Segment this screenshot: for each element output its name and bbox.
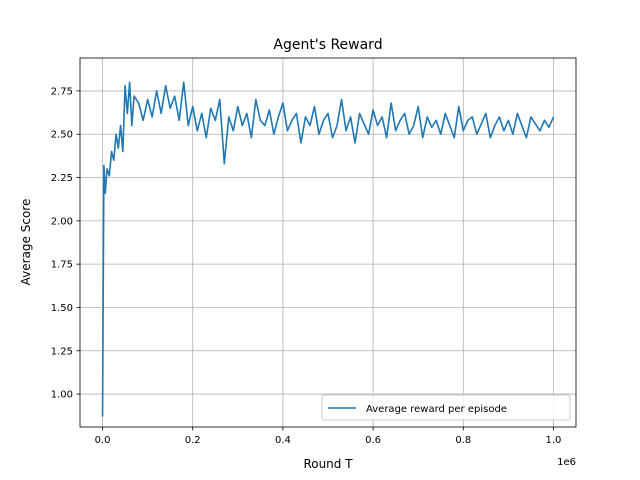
x-tick-label: 0.0 — [95, 435, 111, 446]
y-axis-label: Average Score — [19, 199, 33, 286]
x-tick-label: 0.8 — [455, 435, 471, 446]
x-tick-label: 0.2 — [185, 435, 201, 446]
y-tick-label: 1.75 — [51, 260, 73, 271]
plot-frame — [79, 57, 577, 428]
y-tick-label: 1.00 — [51, 390, 73, 401]
y-tick-label: 2.50 — [51, 130, 73, 141]
grid — [80, 58, 576, 427]
y-tick-label: 2.75 — [51, 86, 73, 97]
legend: Average reward per episode — [321, 394, 571, 421]
x-tick-label: 1.0 — [546, 435, 562, 446]
series-layer — [101, 81, 555, 417]
x-axis-label: Round T — [303, 457, 353, 471]
axis-ticks: 0.0 0.2 0.4 0.6 0.8 1.0 1.00 1.25 1.50 1.75 2.00 2.… — [51, 86, 562, 446]
y-tick-label: 1.50 — [51, 303, 73, 314]
legend-box — [321, 394, 571, 421]
x-tick-label: 0.4 — [275, 435, 291, 446]
y-tick-label: 2.25 — [51, 173, 73, 184]
legend-entry-label: Average reward per episode — [366, 404, 507, 415]
x-offset-label: 1e6 — [557, 457, 576, 468]
chart-title: Agent's Reward — [273, 37, 382, 53]
series-line — [101, 81, 555, 417]
y-tick-label: 2.00 — [51, 216, 73, 227]
x-tick-label: 0.6 — [365, 435, 381, 446]
y-tick-label: 1.25 — [51, 346, 73, 357]
